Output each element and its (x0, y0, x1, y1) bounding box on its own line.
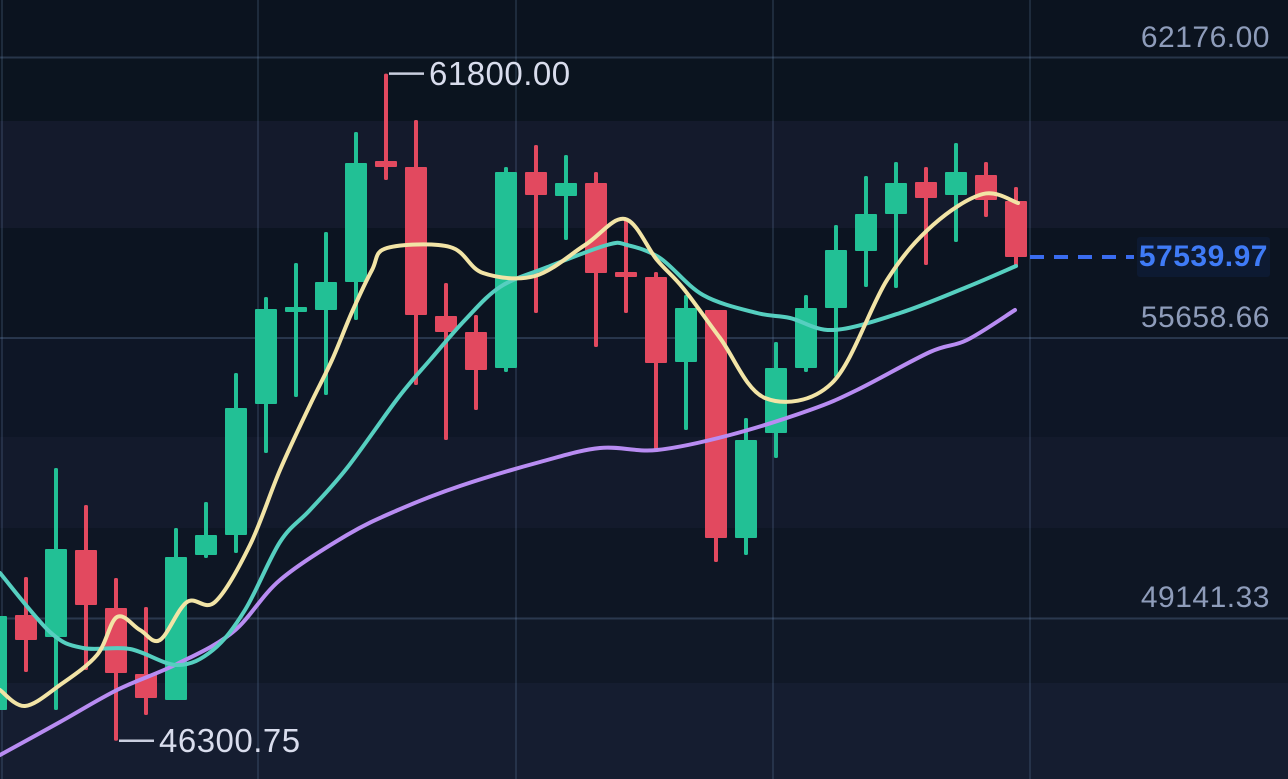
candle-wick (444, 282, 448, 440)
candle-body (465, 331, 487, 371)
candle-body (0, 615, 7, 710)
background-band (0, 528, 1288, 617)
candle-body (375, 160, 397, 167)
candle-wick (144, 607, 148, 715)
candle-wick (324, 231, 328, 395)
candle-body (615, 271, 637, 277)
candle-body (45, 548, 67, 637)
candle-body (735, 439, 757, 538)
candle-body (435, 316, 457, 332)
candle-wick (294, 262, 298, 397)
y-axis-price-label: 55658.66 (1140, 301, 1270, 334)
background-band (0, 683, 1288, 779)
background-band (0, 228, 1288, 338)
candle-body (645, 276, 667, 363)
ma-fast-yellow-line (0, 191, 1020, 708)
candle-body (525, 171, 547, 195)
y-axis-price-label: 49141.33 (1140, 581, 1270, 615)
ma-mid-teal-line (0, 240, 1018, 668)
candle-body (345, 162, 367, 283)
ma-slow-purple-line (0, 308, 1017, 757)
candle-body (225, 408, 247, 535)
candle-body (255, 308, 277, 404)
background-band (0, 57, 1288, 121)
candle-wick (534, 145, 538, 314)
candle-body (15, 614, 37, 640)
candle-wick (564, 154, 568, 240)
candle-wick (624, 217, 628, 314)
candle-body (795, 308, 817, 369)
background-band (0, 338, 1288, 437)
candle-body (885, 182, 907, 214)
candle-wick (384, 73, 388, 180)
candle-body (405, 166, 427, 315)
candle-body (1005, 201, 1027, 258)
candle-body (555, 182, 577, 197)
candle-body (945, 171, 967, 195)
candle-body (855, 214, 877, 252)
candle-body (915, 182, 937, 198)
candle-body (705, 310, 727, 538)
candle-body (675, 308, 697, 363)
candle-body (315, 282, 337, 311)
last-price-tag: 57539.97 (1136, 237, 1270, 278)
candle-wick (924, 166, 928, 266)
background-band (0, 617, 1288, 683)
candle-body (825, 250, 847, 309)
candle-body (195, 534, 217, 555)
background-band (0, 0, 1288, 57)
background-band (0, 121, 1288, 228)
candle-body (495, 171, 517, 369)
candle-body (75, 550, 97, 605)
candle-body (285, 307, 307, 312)
swing-high-annotation: 61800.00 (429, 54, 571, 92)
swing-low-annotation: 46300.75 (159, 721, 301, 759)
y-axis-price-label: 62176.00 (1140, 20, 1270, 54)
